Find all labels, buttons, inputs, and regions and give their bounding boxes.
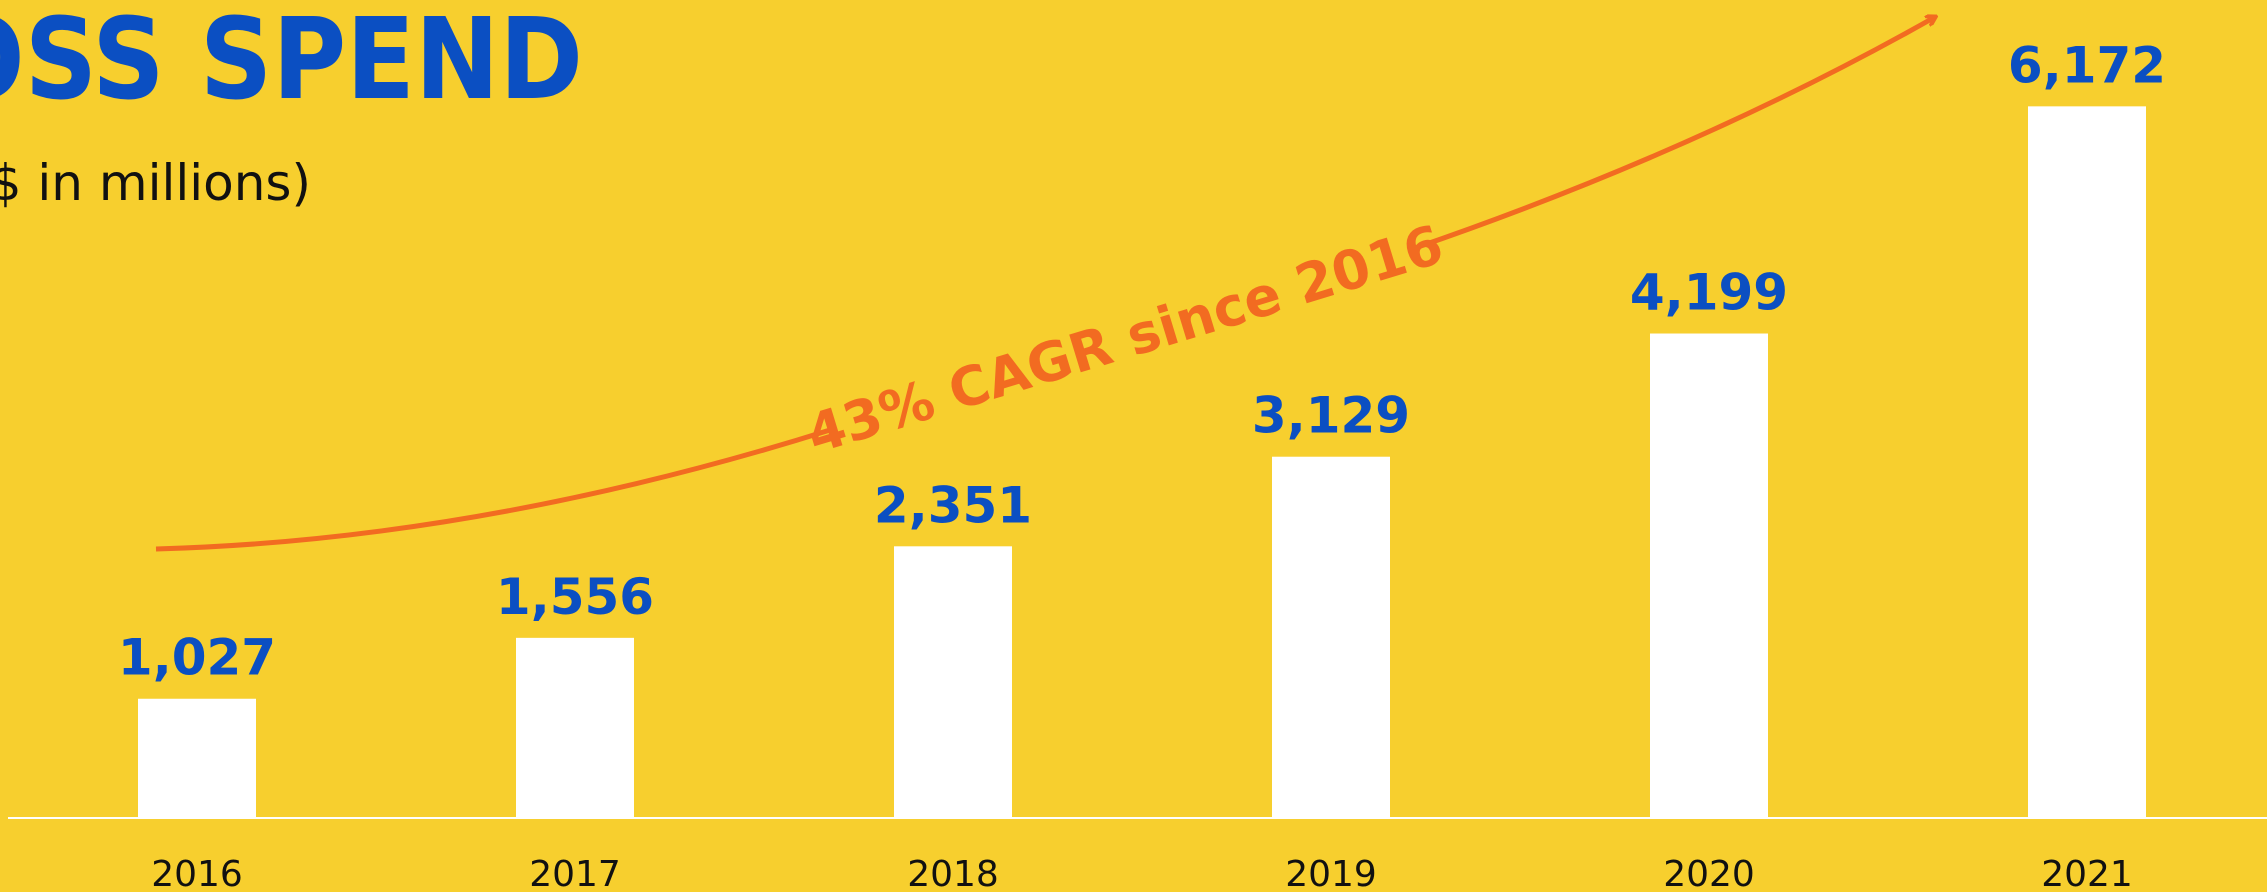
trend-arrow bbox=[155, 427, 831, 552]
bar bbox=[1272, 456, 1390, 817]
bar bbox=[1650, 333, 1768, 817]
x-tick-label: 2021 bbox=[2041, 854, 2133, 892]
value-label: 4,199 bbox=[1630, 264, 1788, 322]
x-tick-label: 2017 bbox=[529, 854, 621, 892]
value-label: 2,351 bbox=[874, 476, 1032, 534]
value-label: 6,172 bbox=[2008, 36, 2166, 94]
trend-arrow-head bbox=[1414, 17, 1935, 251]
bar bbox=[138, 698, 256, 817]
subtitle: $ in millions) bbox=[0, 154, 311, 212]
value-label: 3,129 bbox=[1252, 387, 1410, 445]
x-tick-label: 2019 bbox=[1285, 854, 1377, 892]
bar bbox=[894, 546, 1012, 817]
bar bbox=[516, 637, 634, 817]
value-label: 1,556 bbox=[496, 568, 654, 626]
chart-title: GROSS SPEND bbox=[0, 0, 583, 125]
value-label: 1,027 bbox=[118, 629, 276, 687]
x-tick-label: 2018 bbox=[907, 854, 999, 892]
x-tick-label: 2016 bbox=[151, 854, 243, 892]
x-tick-label: 2020 bbox=[1663, 854, 1755, 892]
bar bbox=[2028, 106, 2146, 818]
